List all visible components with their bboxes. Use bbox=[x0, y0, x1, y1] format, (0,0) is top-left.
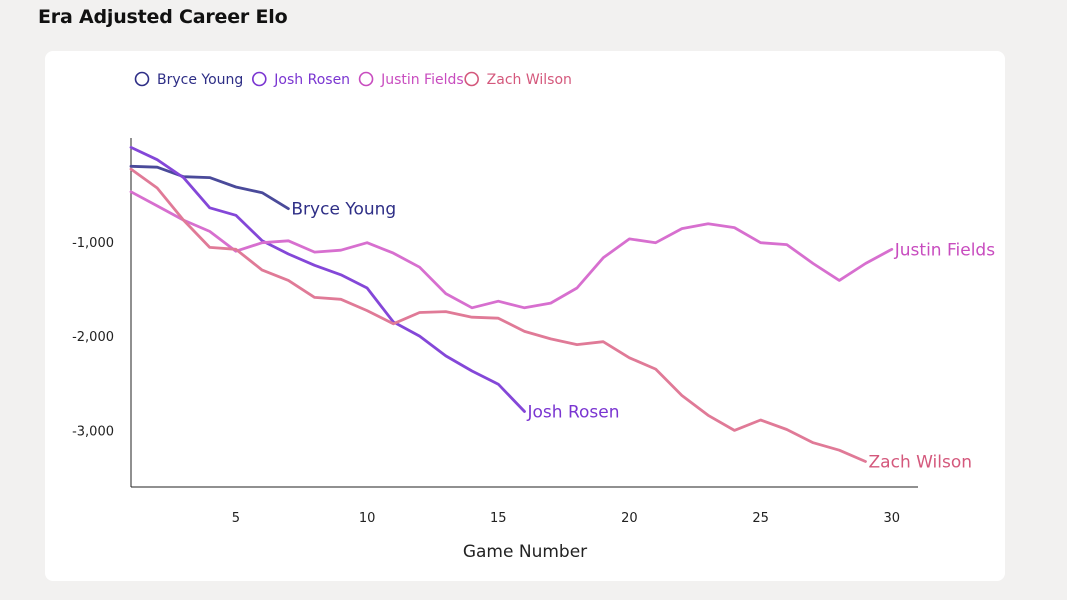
legend-marker-icon bbox=[358, 71, 374, 87]
legend-marker-icon bbox=[464, 71, 479, 87]
x-tick-label: 10 bbox=[359, 511, 376, 526]
x-axis-title: Game Number bbox=[463, 542, 587, 562]
chart-legend: Bryce Young Josh Rosen Justin Fields Zach W… bbox=[134, 71, 572, 88]
x-tick-labels: 5 10 15 20 25 30 bbox=[232, 511, 900, 526]
series-line-justin-fields bbox=[129, 190, 894, 310]
series-lines bbox=[129, 146, 894, 463]
y-tick-label: -1,000 bbox=[72, 236, 114, 251]
end-label-josh-rosen: Josh Rosen bbox=[527, 403, 620, 423]
x-tick-label: 15 bbox=[490, 511, 507, 526]
page-title: Era Adjusted Career Elo bbox=[38, 6, 288, 28]
y-tick-label: -2,000 bbox=[72, 330, 114, 345]
legend-label: Justin Fields bbox=[380, 72, 464, 88]
series-end-labels: Bryce Young Josh Rosen Justin Fields Zach W… bbox=[291, 200, 995, 473]
end-label-justin-fields: Justin Fields bbox=[894, 240, 995, 260]
legend-item-josh-rosen[interactable]: Josh Rosen bbox=[251, 71, 350, 88]
chart-card: Bryce Young Josh Rosen Justin Fields Zach W… bbox=[45, 51, 1005, 581]
legend-label: Zach Wilson bbox=[487, 72, 572, 88]
legend-item-zach-wilson[interactable]: Zach Wilson bbox=[464, 71, 572, 88]
y-tick-label: -3,000 bbox=[72, 424, 114, 439]
series-line-zach-wilson bbox=[129, 167, 867, 463]
chart-axes bbox=[130, 138, 918, 488]
line-chart: Bryce Young Josh Rosen Justin Fields Zach W… bbox=[72, 71, 995, 562]
end-label-zach-wilson: Zach Wilson bbox=[869, 453, 973, 473]
legend-label: Bryce Young bbox=[157, 72, 243, 88]
series-line-josh-rosen bbox=[129, 146, 526, 413]
x-tick-label: 20 bbox=[621, 511, 638, 526]
legend-label: Josh Rosen bbox=[273, 72, 350, 88]
x-tick-label: 25 bbox=[752, 511, 769, 526]
series-line-bryce-young bbox=[129, 164, 290, 211]
y-tick-labels: -1,000 -2,000 -3,000 bbox=[72, 236, 114, 440]
legend-marker-icon bbox=[134, 71, 150, 87]
end-label-bryce-young: Bryce Young bbox=[291, 200, 396, 220]
x-tick-label: 30 bbox=[883, 511, 900, 526]
x-tick-label: 5 bbox=[232, 511, 240, 526]
legend-marker-icon bbox=[251, 71, 267, 87]
legend-item-justin-fields[interactable]: Justin Fields bbox=[358, 71, 464, 88]
legend-item-bryce-young[interactable]: Bryce Young bbox=[134, 71, 244, 88]
